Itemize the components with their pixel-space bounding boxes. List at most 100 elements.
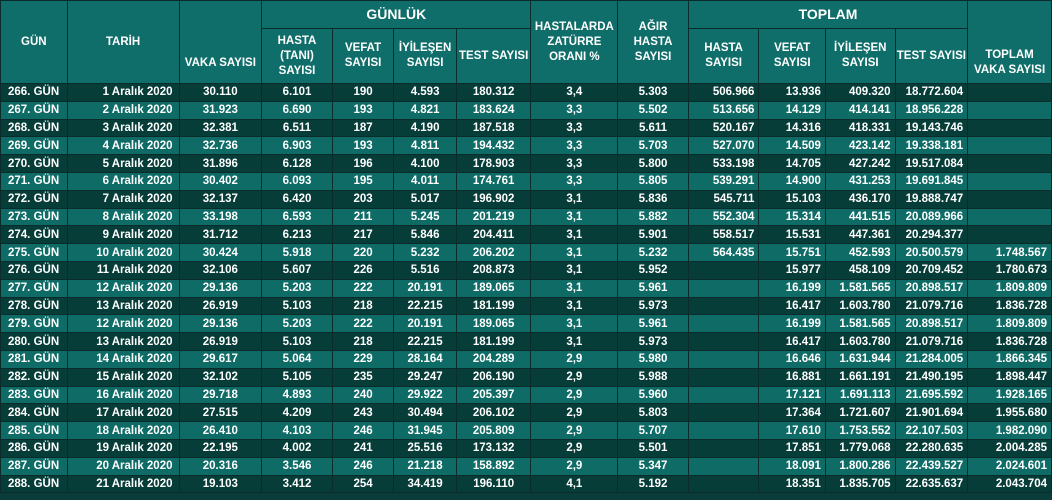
header-toplam-iyilesen: İYİLEŞEN SAYISI <box>824 28 896 84</box>
cell-toplam-iyilesen: 409.320 <box>824 83 896 102</box>
cell-toplam-vefat: 18.351 <box>758 474 826 494</box>
cell-toplam-test: 20.294.377 <box>894 225 969 245</box>
cell-toplam-vaka: 2.024.601 <box>967 456 1052 476</box>
cell-iyilesen: 4.011 <box>393 171 457 191</box>
cell-vaka: 29.617 <box>178 349 263 369</box>
cell-tarih: 19 Aralık 2020 <box>66 438 180 458</box>
cell-agir: 5.192 <box>617 474 689 494</box>
header-group-gunluk: GÜNLÜK <box>261 0 532 29</box>
cell-toplam-vefat: 15.751 <box>758 243 826 262</box>
cell-test: 178.903 <box>455 154 532 173</box>
cell-iyilesen: 28.164 <box>393 349 457 369</box>
cell-iyilesen: 4.811 <box>393 136 457 156</box>
cell-vefat: 193 <box>331 136 395 156</box>
cell-iyilesen: 30.494 <box>393 403 457 423</box>
cell-vefat: 254 <box>331 474 395 494</box>
cell-vefat: 241 <box>331 438 395 458</box>
cell-test: 201.219 <box>455 207 532 227</box>
cell-tarih: 17 Aralık 2020 <box>66 403 180 423</box>
cell-vaka: 26.410 <box>178 421 263 440</box>
cell-tarih: 16 Aralık 2020 <box>66 385 180 405</box>
cell-iyilesen: 4.821 <box>393 100 457 120</box>
cell-vefat: 243 <box>331 403 395 423</box>
cell-toplam-hasta <box>687 260 760 280</box>
cell-tarih: 2 Aralık 2020 <box>66 100 180 120</box>
cell-test: 206.102 <box>455 403 532 423</box>
cell-toplam-test: 19.517.084 <box>894 154 969 173</box>
cell-agir: 5.961 <box>617 314 689 334</box>
cell-gun: 283. GÜN <box>0 385 68 405</box>
cell-vefat: 187 <box>331 118 395 138</box>
cell-zaturre: 3,1 <box>530 278 619 298</box>
cell-toplam-vefat: 16.417 <box>758 332 826 351</box>
cell-tarih: 18 Aralık 2020 <box>66 421 180 440</box>
cell-vefat: 220 <box>331 243 395 262</box>
cell-tarih: 10 Aralık 2020 <box>66 243 180 262</box>
cell-toplam-vaka: 1.928.165 <box>967 385 1052 405</box>
table-row: 280. GÜN 13 Aralık 2020 26.919 5.103 218 22.2… <box>0 332 1052 351</box>
cell-toplam-hasta: 558.517 <box>687 225 760 245</box>
cell-toplam-vaka: 1.809.809 <box>967 278 1052 298</box>
cell-toplam-vefat: 16.199 <box>758 314 826 334</box>
cell-test: 158.892 <box>455 456 532 476</box>
cell-toplam-hasta: 545.711 <box>687 189 760 209</box>
table-row: 267. GÜN 2 Aralık 2020 31.923 6.690 193 4.821… <box>0 100 1052 120</box>
cell-zaturre: 3,1 <box>530 296 619 316</box>
cell-toplam-hasta: 564.435 <box>687 243 760 262</box>
cell-toplam-vaka: 1.898.447 <box>967 367 1052 387</box>
cell-toplam-vefat: 14.900 <box>758 171 826 191</box>
cell-hasta: 4.103 <box>261 421 333 440</box>
cell-vefat: 226 <box>331 260 395 280</box>
cell-gun: 270. GÜN <box>0 154 68 173</box>
table-row: 273. GÜN 8 Aralık 2020 33.198 6.593 211 5.245… <box>0 207 1052 227</box>
cell-tarih: 6 Aralık 2020 <box>66 171 180 191</box>
cell-gun: 274. GÜN <box>0 225 68 245</box>
cell-test: 187.518 <box>455 118 532 138</box>
cell-toplam-test: 19.143.746 <box>894 118 969 138</box>
cell-gun: 278. GÜN <box>0 296 68 316</box>
cell-zaturre: 3,1 <box>530 243 619 262</box>
cell-toplam-iyilesen: 1.581.565 <box>824 278 896 298</box>
table-row: 284. GÜN 17 Aralık 2020 27.515 4.209 243 30.4… <box>0 403 1052 423</box>
cell-tarih: 3 Aralık 2020 <box>66 118 180 138</box>
cell-hasta: 6.420 <box>261 189 333 209</box>
cell-gun: 287. GÜN <box>0 456 68 476</box>
cell-toplam-vaka <box>967 207 1052 227</box>
cell-tarih: 7 Aralık 2020 <box>66 189 180 209</box>
cell-iyilesen: 22.215 <box>393 296 457 316</box>
cell-hasta: 4.002 <box>261 438 333 458</box>
cell-iyilesen: 5.516 <box>393 260 457 280</box>
cell-gun: 282. GÜN <box>0 367 68 387</box>
cell-hasta: 3.546 <box>261 456 333 476</box>
cell-gun: 281. GÜN <box>0 349 68 369</box>
cell-vefat: 222 <box>331 314 395 334</box>
cell-toplam-test: 20.089.966 <box>894 207 969 227</box>
cell-toplam-hasta: 520.167 <box>687 118 760 138</box>
cell-toplam-vaka: 1.955.680 <box>967 403 1052 423</box>
cell-hasta: 5.203 <box>261 314 333 334</box>
cell-toplam-test: 18.772.604 <box>894 83 969 102</box>
cell-hasta: 5.103 <box>261 296 333 316</box>
cell-toplam-vaka <box>967 189 1052 209</box>
cell-toplam-hasta <box>687 385 760 405</box>
cell-zaturre: 2,9 <box>530 403 619 423</box>
cell-toplam-hasta <box>687 332 760 351</box>
cell-iyilesen: 34.419 <box>393 474 457 494</box>
cell-vaka: 32.106 <box>178 260 263 280</box>
cell-gun: 275. GÜN <box>0 243 68 262</box>
cell-hasta: 5.918 <box>261 243 333 262</box>
cell-vefat: 193 <box>331 100 395 120</box>
cell-toplam-vaka: 2.004.285 <box>967 438 1052 458</box>
cell-gun: 277. GÜN <box>0 278 68 298</box>
cell-toplam-test: 20.709.452 <box>894 260 969 280</box>
cell-vefat: 222 <box>331 278 395 298</box>
cell-toplam-test: 22.635.637 <box>894 474 969 494</box>
cell-test: 181.199 <box>455 332 532 351</box>
cell-vaka: 31.923 <box>178 100 263 120</box>
cell-iyilesen: 31.945 <box>393 421 457 440</box>
cell-toplam-hasta <box>687 278 760 298</box>
cell-iyilesen: 20.191 <box>393 278 457 298</box>
cell-toplam-iyilesen: 1.631.944 <box>824 349 896 369</box>
cell-zaturre: 3,4 <box>530 83 619 102</box>
table-row: 272. GÜN 7 Aralık 2020 32.137 6.420 203 5.017… <box>0 189 1052 209</box>
